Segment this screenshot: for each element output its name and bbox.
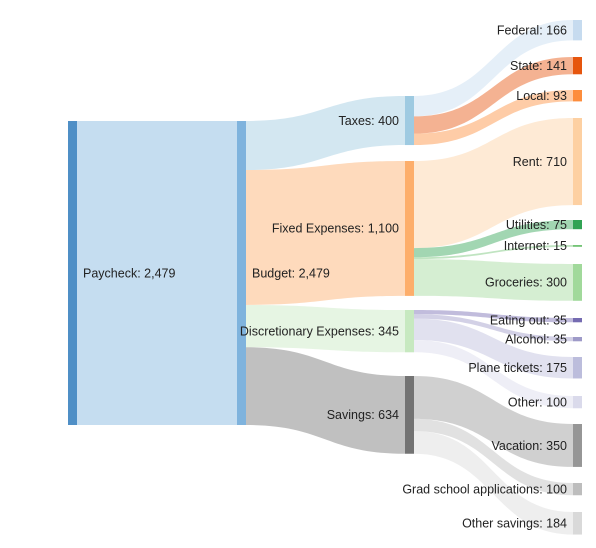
node-other xyxy=(573,396,582,409)
link-savings-grad xyxy=(414,418,573,496)
node-federal xyxy=(573,20,582,41)
link-disc-other xyxy=(414,340,573,409)
label-eatingout: Eating out: 35 xyxy=(490,313,567,327)
link-budget-taxes xyxy=(246,96,405,171)
label-rent: Rent: 710 xyxy=(513,155,567,169)
node-plane xyxy=(573,357,582,379)
link-taxes-federal xyxy=(414,20,573,117)
label-plane: Plane tickets: 175 xyxy=(468,361,567,375)
sankey-nodes xyxy=(68,20,582,535)
node-utilities xyxy=(573,220,582,230)
sankey-labels: Paycheck: 2,479 Budget: 2,479 Taxes: 400 Fi… xyxy=(83,23,567,530)
label-local: Local: 93 xyxy=(516,89,567,103)
node-paycheck xyxy=(68,121,77,425)
label-state: State: 141 xyxy=(510,59,567,73)
link-disc-alcohol xyxy=(414,314,573,342)
node-othersav xyxy=(573,512,582,535)
label-other: Other: 100 xyxy=(508,395,567,409)
label-grad: Grad school applications: 100 xyxy=(402,482,567,496)
node-savings xyxy=(405,376,414,454)
label-disc: Discretionary Expenses: 345 xyxy=(240,324,399,338)
label-alcohol: Alcohol: 35 xyxy=(505,332,567,346)
node-disc xyxy=(405,310,414,353)
link-savings-vacation xyxy=(414,376,573,467)
label-internet: Internet: 15 xyxy=(504,239,567,253)
link-taxes-state xyxy=(414,57,573,134)
link-disc-eatingout xyxy=(414,310,573,323)
node-alcohol xyxy=(573,337,582,342)
label-savings: Savings: 634 xyxy=(327,408,399,422)
node-grad xyxy=(573,483,582,496)
link-fixed-internet xyxy=(414,245,573,260)
label-federal: Federal: 166 xyxy=(497,23,567,37)
label-paycheck: Paycheck: 2,479 xyxy=(83,266,175,280)
node-rent xyxy=(573,118,582,206)
node-fixed xyxy=(405,161,414,296)
label-groceries: Groceries: 300 xyxy=(485,276,567,290)
node-eatingout xyxy=(573,318,582,323)
link-fixed-groceries xyxy=(414,259,573,301)
link-fixed-utilities xyxy=(414,220,573,258)
label-budget: Budget: 2,479 xyxy=(252,266,330,280)
link-budget-savings xyxy=(246,347,405,454)
node-local xyxy=(573,90,582,102)
label-fixed: Fixed Expenses: 1,100 xyxy=(272,222,399,236)
link-paycheck-budget xyxy=(77,121,237,425)
link-disc-plane xyxy=(414,318,573,379)
label-taxes: Taxes: 400 xyxy=(339,114,400,128)
node-budget xyxy=(237,121,246,425)
node-taxes xyxy=(405,96,414,146)
node-groceries xyxy=(573,264,582,301)
sankey-links xyxy=(77,20,573,535)
link-taxes-local xyxy=(414,90,573,146)
node-internet xyxy=(573,245,582,247)
link-budget-disc xyxy=(246,304,405,353)
link-savings-othersav xyxy=(414,431,573,535)
node-state xyxy=(573,57,582,75)
label-vacation: Vacation: 350 xyxy=(491,439,567,453)
label-othersav: Other savings: 184 xyxy=(462,517,567,531)
link-budget-fixed xyxy=(246,161,405,305)
label-utilities: Utilities: 75 xyxy=(506,218,567,232)
link-fixed-rent xyxy=(414,118,573,249)
node-vacation xyxy=(573,424,582,467)
